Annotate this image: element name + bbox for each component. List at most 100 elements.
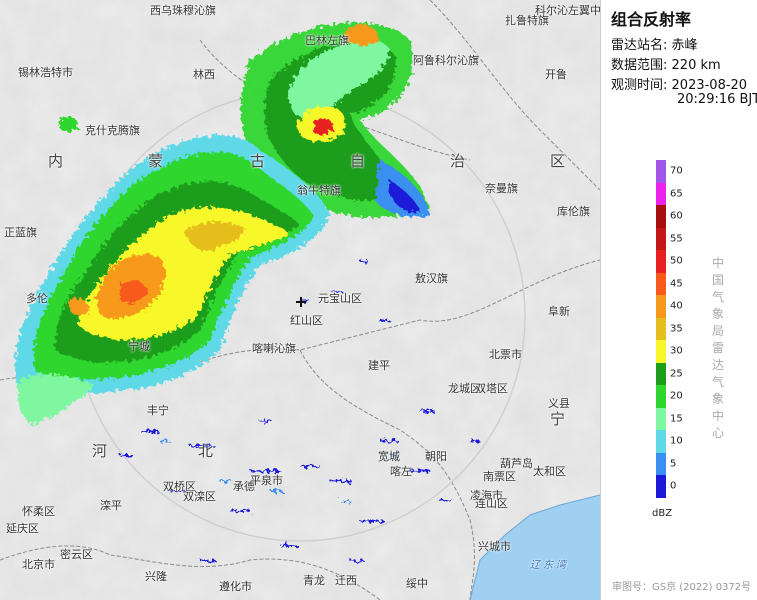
place-label: 丰宁 (147, 404, 169, 417)
place-label: 青龙 (303, 574, 325, 587)
legend-tick-25: 25 (670, 368, 683, 380)
place-label: 兴城市 (478, 540, 511, 553)
legend-tick-70: 70 (670, 165, 683, 177)
place-label: 科尔沁左翼中旗 (535, 4, 600, 17)
place-label: 太和区 (533, 465, 566, 478)
color-legend: 0 5 10 15 20 25 30 35 40 45 50 55 60 65 70 dBZ (600, 0, 757, 600)
place-label: 宽城 (378, 450, 400, 463)
legend-swatch-10 (656, 430, 666, 453)
legend-unit: dBZ (652, 508, 673, 519)
station-label: 雷达站名: (611, 38, 668, 53)
legend-swatch-30 (656, 340, 666, 363)
legend-swatch-55 (656, 227, 666, 250)
basemap-svg (0, 0, 600, 600)
legend-tick-60: 60 (670, 210, 683, 222)
bohai-sea (470, 495, 600, 600)
place-label: 延庆区 (6, 522, 39, 535)
place-label: 宁城 (128, 340, 150, 353)
place-label: 区 (550, 152, 568, 170)
place-label: 阿鲁科尔沁旗 (413, 54, 479, 67)
place-label: 克什克腾旗 (85, 124, 140, 137)
legend-tick-65: 65 (670, 188, 683, 200)
range-row: 数据范围: 220 km (611, 54, 721, 73)
legend-swatch-60 (656, 205, 666, 228)
place-label: 连山区 (475, 497, 508, 510)
place-label: 平泉市 (250, 474, 283, 487)
place-label: 建平 (368, 359, 390, 372)
time-label: 观测时间: (611, 78, 668, 93)
place-label: 喀左 (390, 465, 412, 478)
time-clock: 20:29:16 BJT (677, 92, 757, 107)
legend-tick-40: 40 (670, 300, 683, 312)
place-label: 北 (198, 442, 216, 460)
agency-vertical-text: 中 国 气 象 局 雷 达 气 象 中 心 (712, 256, 725, 440)
legend-swatch-5 (656, 452, 666, 475)
legend-swatch-25 (656, 362, 666, 385)
place-label: 双塔区 (475, 382, 508, 395)
place-label: 河 (92, 442, 110, 460)
place-label: 滦平 (100, 499, 122, 512)
product-title: 组合反射率 (611, 10, 692, 29)
legend-tick-55: 55 (670, 233, 683, 245)
place-label: 扎鲁特旗 (505, 14, 549, 27)
place-label: 承德 (233, 480, 255, 493)
place-label: 怀柔区 (22, 505, 55, 518)
place-label: 义县 (548, 397, 570, 410)
place-label: 辽东湾 (530, 560, 569, 571)
place-label: 治 (450, 152, 468, 170)
place-label: 巴林左旗 (305, 34, 349, 47)
place-label: 奈曼旗 (485, 182, 518, 195)
sea-coast (469, 494, 600, 600)
legend-tick-20: 20 (670, 390, 683, 402)
place-label: 双滦区 (183, 490, 216, 503)
place-label: 龙城区 (448, 382, 481, 395)
place-label: 喀喇沁旗 (252, 342, 296, 355)
place-label: 锡林浩特市 (18, 66, 73, 79)
place-label: 开鲁 (545, 68, 567, 81)
place-label: 兴隆 (145, 570, 167, 583)
place-label: 敖汉旗 (415, 272, 448, 285)
legend-swatch-50 (656, 250, 666, 273)
legend-swatch-35 (656, 317, 666, 340)
radar-site-marker (296, 297, 306, 307)
legend-tick-0: 0 (670, 480, 677, 492)
info-panel: 组合反射率 雷达站名: 赤峰 数据范围: 220 km 观测时间: 2023-0… (600, 0, 757, 600)
place-label: 内 (48, 152, 66, 170)
place-label: 库伦旗 (557, 205, 590, 218)
place-label: 多伦 (26, 292, 48, 305)
place-label: 北票市 (489, 348, 522, 361)
legend-tick-50: 50 (670, 255, 683, 267)
legend-tick-5: 5 (670, 458, 677, 470)
place-label: 正蓝旗 (4, 226, 37, 239)
place-label: 双桥区 (163, 480, 196, 493)
place-label: 古 (250, 152, 268, 170)
place-label: 自 (350, 152, 368, 170)
place-label: 红山区 (290, 314, 323, 327)
legend-tick-45: 45 (670, 278, 683, 290)
legend-swatch-15 (656, 407, 666, 430)
map-approval-number: 审图号：GS京 (2022) 0372号 (612, 582, 752, 593)
radar-echoes (15, 22, 480, 562)
place-label: 蒙 (148, 152, 166, 170)
place-label: 绥中 (406, 577, 428, 590)
place-label: 葫芦岛 (500, 457, 533, 470)
range-value: 220 km (671, 58, 721, 73)
legend-tick-35: 35 (670, 323, 683, 335)
place-label: 北京市 (22, 558, 55, 571)
legend-tick-30: 30 (670, 345, 683, 357)
legend-swatch-65 (656, 182, 666, 205)
place-label: 宁 (550, 410, 568, 428)
place-label: 朝阳 (425, 450, 447, 463)
place-label: 元宝山区 (318, 292, 362, 305)
range-label: 数据范围: (611, 58, 668, 73)
station-value: 赤峰 (671, 38, 698, 53)
legend-swatch-40 (656, 295, 666, 318)
time-date: 2023-08-20 (671, 78, 748, 93)
legend-swatch-20 (656, 385, 666, 408)
place-label: 南票区 (483, 470, 516, 483)
station-row: 雷达站名: 赤峰 (611, 34, 698, 53)
legend-tick-15: 15 (670, 413, 683, 425)
legend-tick-10: 10 (670, 435, 683, 447)
